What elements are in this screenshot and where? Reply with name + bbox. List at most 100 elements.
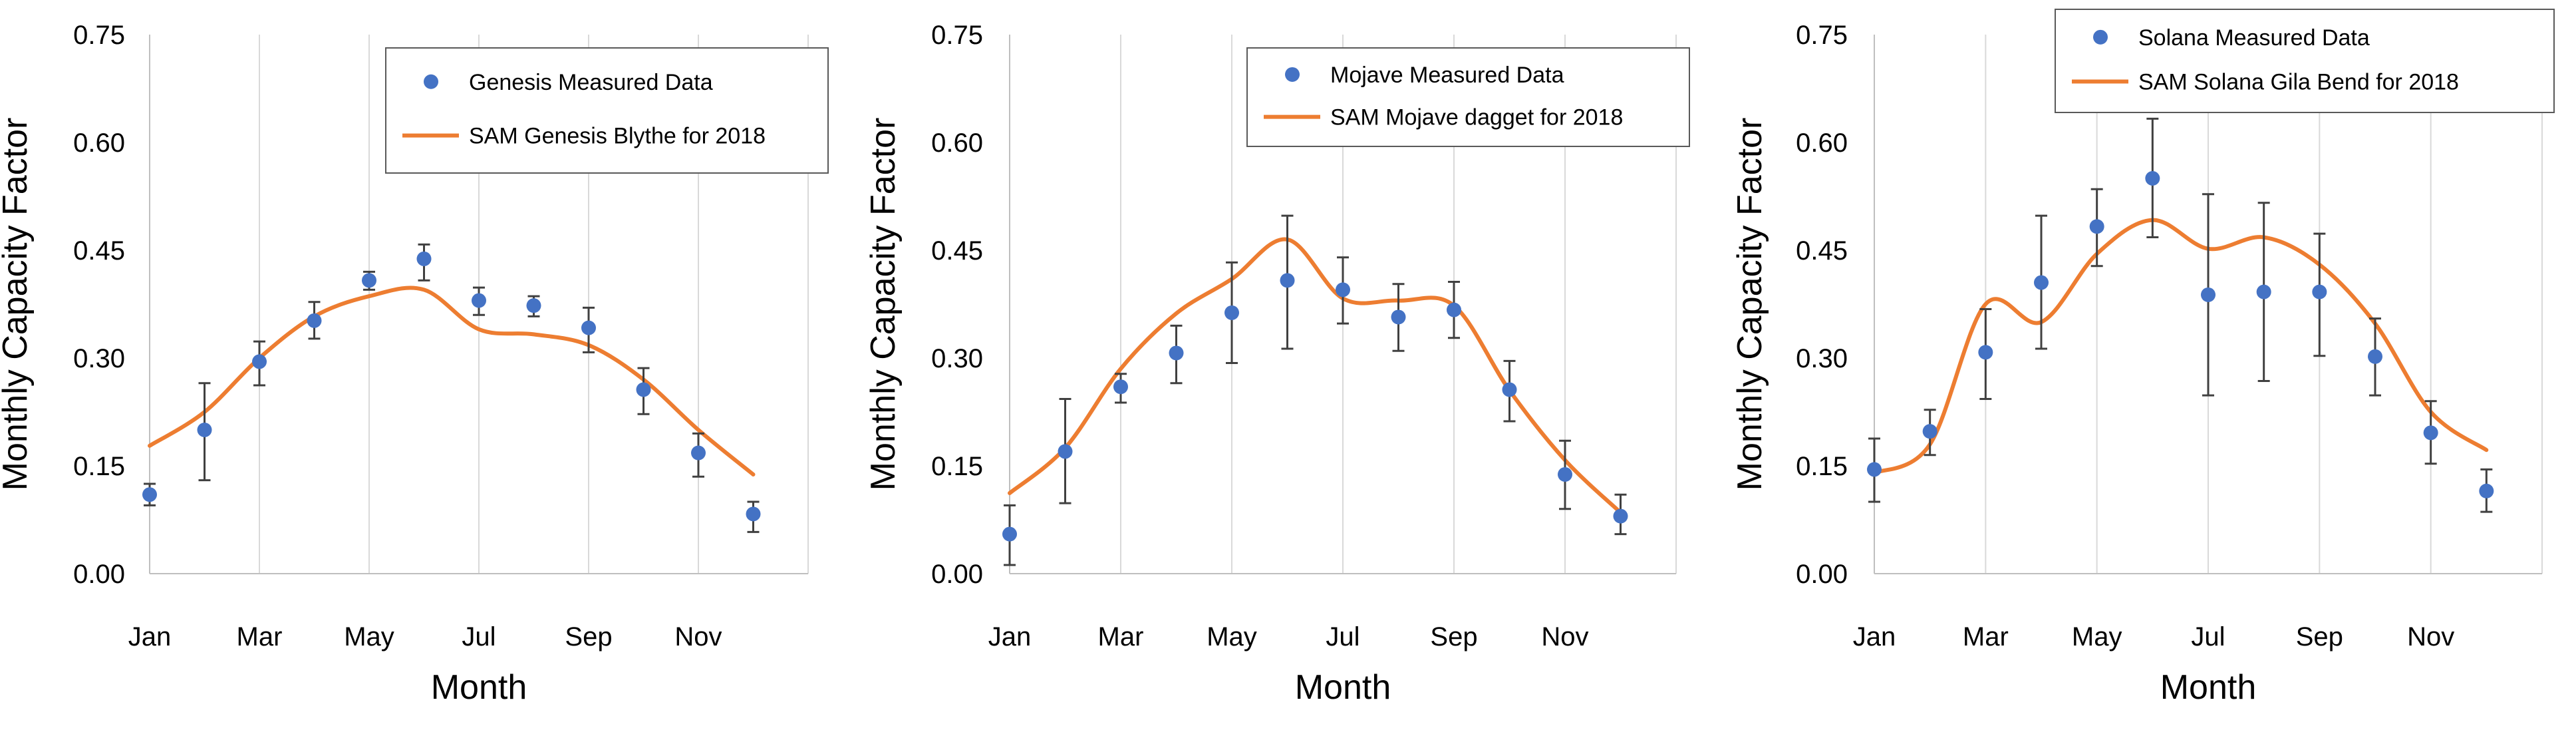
data-point bbox=[307, 313, 322, 328]
data-point bbox=[746, 506, 761, 522]
y-tick-label: 0.30 bbox=[931, 344, 983, 373]
data-point bbox=[2479, 483, 2494, 498]
legend-label-measured: Mojave Measured Data bbox=[1330, 63, 1564, 88]
data-point bbox=[1002, 526, 1017, 542]
data-point bbox=[1391, 309, 1406, 325]
x-tick-label: Nov bbox=[1541, 622, 1588, 652]
data-point bbox=[2089, 219, 2104, 234]
chart-panel-2: 0.00 0.15 0.30 0.45 0.60 0.75 Jan Mar May Jul Sep N… bbox=[864, 21, 1690, 707]
data-point bbox=[1978, 345, 1993, 360]
y-tick-label: 0.30 bbox=[1796, 344, 1848, 373]
x-tick-label: Mar bbox=[1963, 622, 2009, 652]
legend-marker-measured bbox=[424, 74, 438, 89]
data-point bbox=[2201, 287, 2216, 302]
data-point bbox=[1169, 345, 1184, 361]
legend-label-sam: SAM Genesis Blythe for 2018 bbox=[469, 124, 766, 149]
data-point bbox=[2368, 349, 2382, 364]
chart-panel-3: 0.00 0.15 0.30 0.45 0.60 0.75 Jan Mar May Jul Sep N… bbox=[1731, 9, 2555, 707]
data-point bbox=[1113, 379, 1128, 395]
x-tick-label: Sep bbox=[2296, 622, 2343, 652]
x-tick-label: Mar bbox=[237, 622, 283, 652]
data-point bbox=[1922, 424, 1937, 439]
data-point bbox=[1447, 302, 1461, 317]
y-tick-label: 0.15 bbox=[931, 452, 983, 481]
data-point bbox=[581, 320, 596, 335]
x-tick-label: Jan bbox=[1853, 622, 1896, 652]
legend: Mojave Measured Data SAM Mojave dagget fo… bbox=[1246, 47, 1690, 147]
x-tick-label: Jul bbox=[1326, 622, 1360, 652]
legend-marker-measured bbox=[1285, 67, 1300, 82]
data-point bbox=[2145, 171, 2160, 186]
y-tick-label: 0.75 bbox=[931, 21, 983, 50]
x-tick-label: May bbox=[344, 622, 394, 652]
legend: Genesis Measured Data SAM Genesis Blythe … bbox=[385, 47, 829, 174]
x-tick-label: Mar bbox=[1098, 622, 1144, 652]
x-axis-title: Month bbox=[1295, 668, 1391, 707]
data-point bbox=[1613, 508, 1628, 524]
x-axis-title: Month bbox=[2160, 668, 2257, 707]
y-tick-label: 0.60 bbox=[1796, 128, 1848, 158]
x-tick-label: Jan bbox=[988, 622, 1032, 652]
legend-label-measured: Genesis Measured Data bbox=[469, 70, 713, 95]
data-point bbox=[472, 293, 486, 308]
y-tick-label: 0.45 bbox=[1796, 236, 1848, 266]
data-point bbox=[1058, 444, 1073, 459]
y-tick-label: 0.60 bbox=[931, 128, 983, 158]
series-line-sam bbox=[148, 285, 756, 476]
y-tick-label: 0.75 bbox=[1796, 21, 1848, 50]
y-tick-label: 0.00 bbox=[931, 560, 983, 589]
y-axis-title: Monthly Capacity Factor bbox=[864, 118, 903, 491]
y-tick-label: 0.00 bbox=[1796, 560, 1848, 589]
data-point bbox=[2256, 284, 2271, 299]
data-point bbox=[197, 423, 212, 437]
data-point bbox=[142, 487, 157, 502]
y-tick-label: 0.00 bbox=[73, 560, 125, 589]
data-point bbox=[636, 382, 651, 397]
data-point bbox=[691, 445, 706, 461]
legend-box bbox=[1246, 47, 1690, 147]
y-tick-label: 0.75 bbox=[73, 21, 125, 50]
legend: Solana Measured Data SAM Solana Gila Bend… bbox=[2055, 9, 2555, 113]
x-tick-label: Jul bbox=[2191, 622, 2225, 652]
data-point bbox=[1224, 305, 1239, 320]
data-point bbox=[362, 273, 376, 288]
data-point bbox=[2034, 275, 2049, 290]
y-axis-title: Monthly Capacity Factor bbox=[0, 118, 35, 491]
legend-box bbox=[2055, 9, 2555, 113]
y-tick-label: 0.45 bbox=[931, 236, 983, 266]
chart-panel-1: 0.00 0.15 0.30 0.45 0.60 0.75 Jan Mar May Jul Sep N… bbox=[0, 21, 829, 707]
x-axis-title: Month bbox=[431, 668, 527, 707]
legend-marker-measured bbox=[2093, 29, 2108, 45]
data-point bbox=[1867, 462, 1882, 477]
series-line-sam bbox=[1872, 218, 2489, 475]
y-tick-label: 0.45 bbox=[73, 236, 125, 266]
x-tick-label: Jan bbox=[128, 622, 172, 652]
y-axis-title: Monthly Capacity Factor bbox=[1731, 118, 1769, 491]
x-tick-label: Jul bbox=[462, 622, 496, 652]
x-tick-label: Nov bbox=[674, 622, 722, 652]
legend-box bbox=[385, 47, 829, 174]
x-tick-label: May bbox=[1207, 622, 1257, 652]
y-tick-label: 0.60 bbox=[73, 128, 125, 158]
data-point bbox=[416, 251, 432, 266]
data-point bbox=[252, 354, 267, 369]
y-tick-label: 0.15 bbox=[73, 452, 125, 481]
data-point bbox=[1502, 382, 1517, 397]
data-point bbox=[526, 298, 541, 313]
data-point bbox=[2312, 284, 2327, 299]
series-line-sam bbox=[1008, 237, 1623, 515]
data-point bbox=[1280, 273, 1295, 288]
y-tick-label: 0.15 bbox=[1796, 452, 1848, 481]
data-point bbox=[1336, 282, 1350, 297]
legend-label-sam: SAM Solana Gila Bend for 2018 bbox=[2138, 70, 2459, 95]
legend-label-measured: Solana Measured Data bbox=[2138, 25, 2370, 51]
data-point bbox=[2423, 425, 2438, 441]
x-tick-label: Sep bbox=[565, 622, 612, 652]
legend-label-sam: SAM Mojave dagget for 2018 bbox=[1330, 105, 1623, 130]
data-point bbox=[1558, 467, 1572, 482]
x-tick-label: May bbox=[2072, 622, 2122, 652]
x-tick-label: Sep bbox=[1430, 622, 1477, 652]
x-tick-label: Nov bbox=[2407, 622, 2454, 652]
y-tick-label: 0.30 bbox=[73, 344, 125, 373]
